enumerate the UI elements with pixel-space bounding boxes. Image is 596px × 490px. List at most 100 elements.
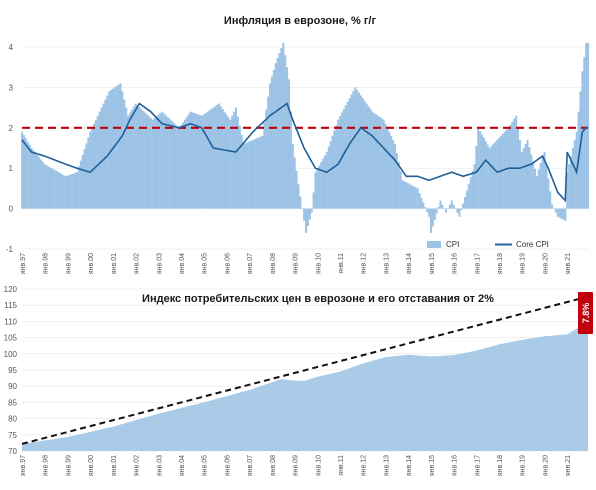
- x-tick-label: янв.97: [20, 253, 27, 274]
- cpi-bar: [250, 140, 253, 209]
- cpi-bar: [92, 123, 96, 209]
- cpi-bar: [24, 138, 27, 209]
- cpi-bar: [38, 157, 41, 209]
- cpi-bar: [322, 158, 325, 209]
- cpi-bar: [518, 139, 521, 209]
- cpi-bar: [587, 42, 590, 209]
- cpi-bar: [437, 206, 440, 209]
- inflation-chart: Инфляция в еврозоне, % г/г -1 0 1 2 3 4 янв.9…: [6, 15, 590, 274]
- cpi-bar: [556, 208, 559, 217]
- cpi-bar: [534, 169, 537, 209]
- x-tick-label: янв.14: [406, 253, 413, 274]
- cpi-bar: [454, 208, 457, 210]
- cpi-bar: [344, 105, 347, 209]
- cpi-bar: [367, 106, 370, 209]
- cpi-bar: [43, 164, 46, 209]
- cpi-bar: [414, 187, 417, 209]
- cpi-bar: [206, 111, 209, 209]
- cpi-bar: [426, 208, 429, 212]
- cpi-bar: [284, 55, 287, 209]
- cpi-bar: [465, 190, 468, 209]
- cpi-bar: [452, 204, 455, 209]
- cpi-bar: [346, 101, 349, 209]
- cpi-bar: [308, 208, 311, 220]
- cpi-bar: [443, 208, 446, 210]
- cpi-bar: [174, 124, 177, 209]
- cpi-bar: [340, 112, 344, 209]
- cpi-bar: [202, 114, 205, 209]
- y-tick-label: 95: [8, 366, 17, 375]
- cpi-bar: [34, 152, 37, 209]
- cpi-bar: [280, 48, 283, 209]
- cpi-bar: [363, 100, 366, 209]
- cpi-bar: [231, 115, 234, 209]
- cpi-bar: [329, 141, 332, 209]
- inflation-x-ticks: янв.97 янв.98 янв.99 янв.00 янв.01 янв.02 янв.…: [20, 253, 572, 274]
- y-tick-label: 105: [4, 334, 18, 343]
- cpi-bar: [151, 119, 154, 209]
- cpi-bar: [325, 152, 328, 209]
- cpi-bar: [287, 79, 291, 209]
- cpi-bar: [528, 147, 531, 209]
- cpi-bar: [456, 208, 459, 213]
- cpi-bar: [272, 69, 275, 209]
- cpi-bar: [149, 117, 152, 209]
- cpi-bar: [216, 104, 219, 209]
- cpi-bar: [108, 91, 111, 209]
- cpi-bar: [72, 173, 75, 209]
- cpi-bar: [462, 203, 465, 209]
- cpi-bar: [520, 152, 523, 209]
- cpi-bar: [375, 114, 378, 209]
- cpi-bar: [498, 137, 501, 209]
- cpi-bar: [238, 125, 241, 209]
- cpi-bar: [282, 42, 285, 209]
- y-tick-label: 75: [8, 431, 17, 440]
- x-tick-label: янв.08: [270, 253, 277, 274]
- y-tick-label: 80: [8, 415, 17, 424]
- cpi-bar: [424, 207, 427, 209]
- cpi-bar: [499, 135, 503, 209]
- cpi-bar: [513, 118, 516, 209]
- cpi-bar: [233, 111, 236, 209]
- cpi-bar: [127, 115, 130, 209]
- y-tick-label: 110: [4, 317, 17, 326]
- x-tick-label: янв.03: [156, 253, 163, 274]
- cpi-bar: [136, 105, 139, 209]
- cpi-bar: [501, 133, 504, 209]
- cpi-bar: [327, 146, 330, 209]
- cpi-bar: [297, 184, 300, 209]
- cpi-bar: [384, 123, 387, 209]
- x-tick-label: янв.08: [270, 455, 277, 476]
- x-tick-label: янв.16: [452, 455, 459, 476]
- cpi-bar: [87, 137, 90, 209]
- x-tick-label: янв.03: [156, 455, 163, 476]
- cpi-bar: [153, 118, 156, 209]
- cpi-bar: [104, 99, 107, 209]
- cpi-bar: [477, 127, 480, 209]
- cpi-bar: [428, 208, 431, 217]
- cpi-bar: [130, 109, 133, 209]
- cpi-bar: [26, 141, 29, 209]
- cpi-bar: [305, 208, 308, 233]
- cpi-bar: [217, 103, 220, 209]
- cpi-bar: [382, 119, 385, 209]
- cpi-bar: [229, 119, 232, 209]
- cpi-bar: [310, 208, 313, 213]
- cpi-bar: [155, 116, 158, 209]
- x-tick-label: янв.99: [65, 455, 72, 476]
- cpi-bar: [399, 171, 402, 209]
- x-tick-label: янв.21: [565, 253, 572, 274]
- cpi-bar: [248, 141, 251, 209]
- cpi-bar: [236, 116, 239, 209]
- cpi-bar: [68, 174, 71, 209]
- cpi-bar: [274, 63, 277, 209]
- cpi-bar: [234, 107, 237, 209]
- cpi-bar: [47, 166, 50, 209]
- cpi-bar: [269, 83, 272, 209]
- cpi-bar: [450, 200, 453, 209]
- cpi-bar: [49, 167, 52, 209]
- y-tick-label: 1: [9, 164, 14, 173]
- cpi-bar: [494, 141, 497, 209]
- cpi-bar: [240, 134, 243, 209]
- cpi-bar: [193, 112, 196, 209]
